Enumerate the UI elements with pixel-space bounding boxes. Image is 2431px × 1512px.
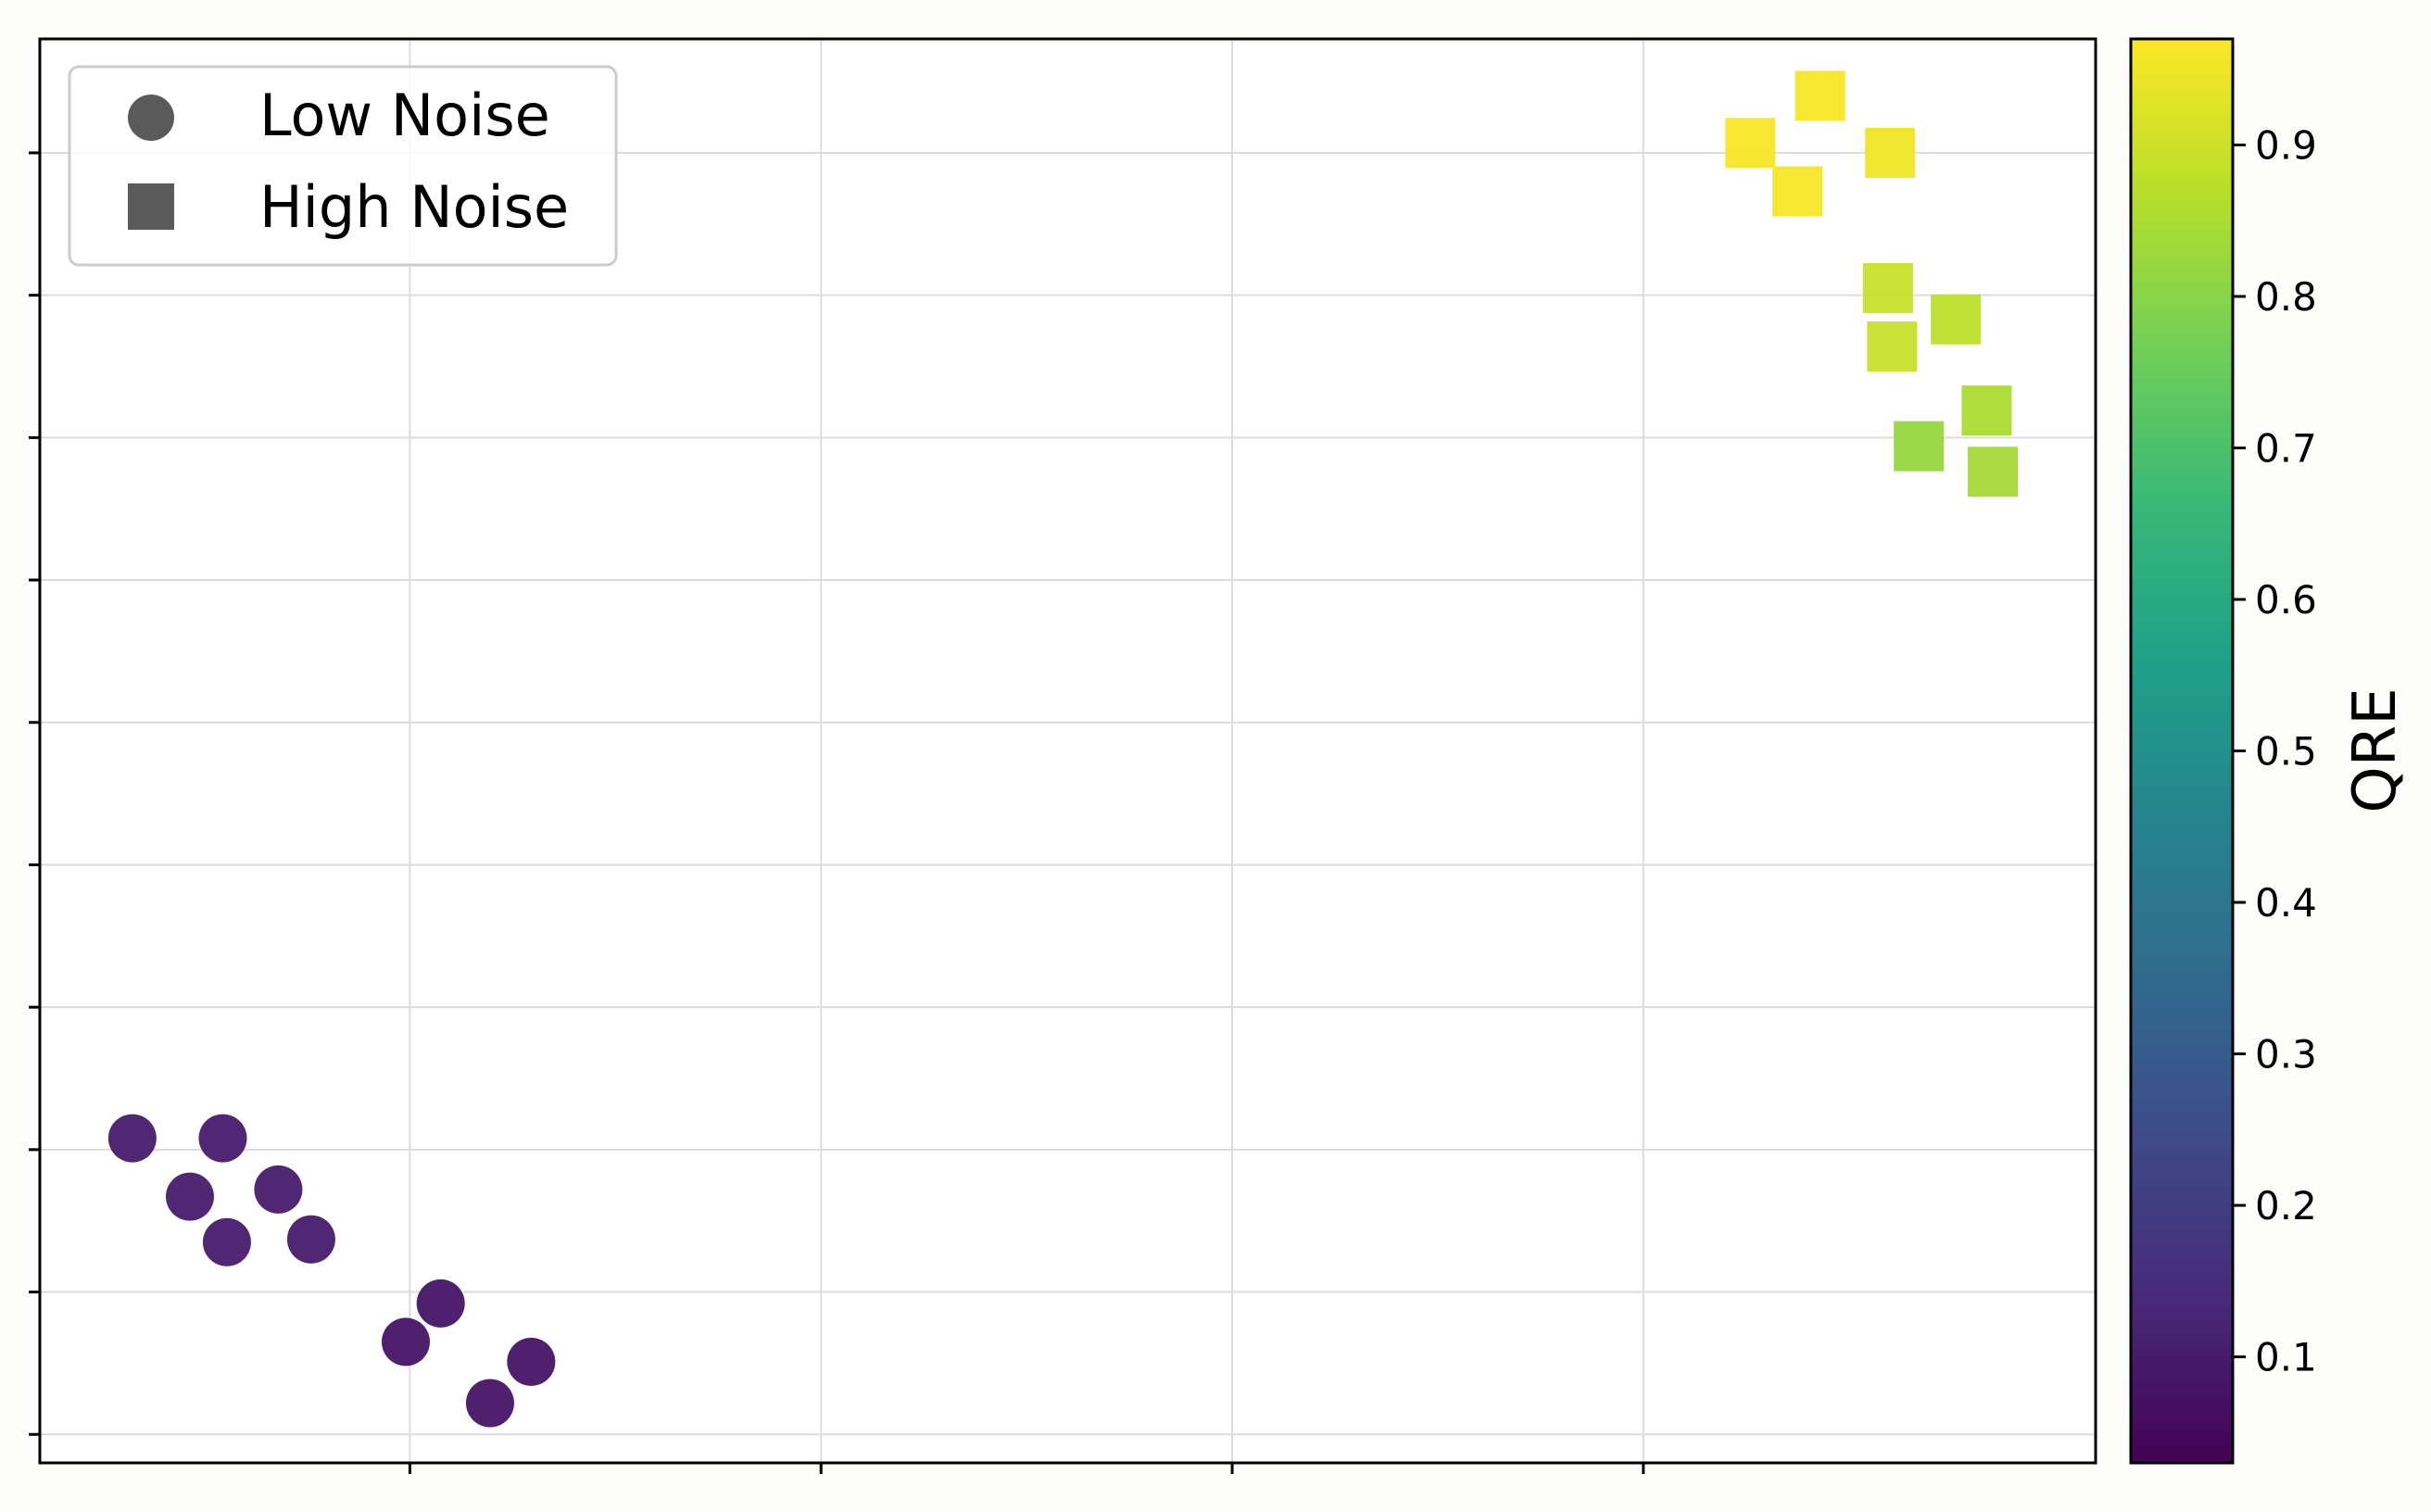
high-noise-point [1725, 118, 1776, 169]
low-noise-point [465, 1379, 514, 1428]
colorbar-tick-label: 0.5 [2255, 729, 2317, 775]
plot-frame [38, 37, 2097, 1465]
high-noise-point [1961, 385, 2012, 436]
y-axis-ticks [29, 151, 40, 1436]
high-noise-point [1931, 294, 1982, 345]
legend-label-low-noise: Low Noise [259, 82, 550, 149]
low-noise-point [254, 1165, 303, 1214]
data-points [107, 70, 2019, 1428]
colorbar-tick-label: 0.9 [2255, 122, 2317, 168]
colorbar-tick-label: 0.8 [2255, 274, 2317, 320]
high-noise-point [1862, 262, 1913, 313]
colorbar-tick-label: 0.1 [2255, 1335, 2317, 1380]
colorbar-tick-label: 0.7 [2255, 425, 2317, 471]
colorbar-tick-label: 0.4 [2255, 880, 2317, 926]
plot-area [40, 39, 2096, 1463]
low-noise-point [198, 1114, 247, 1163]
legend-square-marker-icon [128, 183, 174, 230]
colorbar-tick-label: 0.3 [2255, 1032, 2317, 1077]
legend-label-high-noise: High Noise [259, 173, 569, 241]
low-noise-point [416, 1279, 465, 1328]
colorbar-label: QRE [2341, 687, 2410, 813]
high-noise-point [1772, 166, 1823, 217]
high-noise-point [1795, 70, 1845, 121]
colorbar: 0.1 0.2 0.3 0.4 0.5 0.6 0.7 0.8 0.9 QRE [2129, 37, 2410, 1465]
grid [40, 39, 2096, 1463]
high-noise-point [1894, 421, 1945, 472]
x-axis-ticks [408, 1463, 1645, 1474]
low-noise-point [107, 1114, 157, 1163]
legend[interactable]: Low Noise High Noise [68, 65, 618, 267]
high-noise-point [1867, 321, 1918, 372]
colorbar-ticks: 0.1 0.2 0.3 0.4 0.5 0.6 0.7 0.8 0.9 [2233, 122, 2317, 1380]
low-noise-point [202, 1217, 251, 1266]
legend-box [68, 65, 618, 267]
high-noise-point [1968, 447, 2019, 498]
low-noise-point [381, 1317, 430, 1367]
colorbar-gradient [2129, 37, 2235, 1465]
low-noise-point [286, 1215, 335, 1264]
colorbar-tick-label: 0.2 [2255, 1183, 2317, 1228]
high-noise-point [1865, 127, 1916, 178]
low-noise-point [507, 1337, 556, 1386]
low-noise-point [165, 1172, 214, 1221]
legend-circle-marker-icon [128, 94, 174, 141]
colorbar-tick-label: 0.6 [2255, 577, 2317, 623]
